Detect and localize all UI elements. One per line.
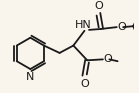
Text: HN: HN — [75, 20, 92, 30]
Text: O: O — [118, 22, 126, 32]
Text: O: O — [104, 54, 113, 64]
Text: O: O — [80, 79, 89, 89]
Text: N: N — [26, 72, 34, 82]
Text: O: O — [94, 1, 103, 11]
